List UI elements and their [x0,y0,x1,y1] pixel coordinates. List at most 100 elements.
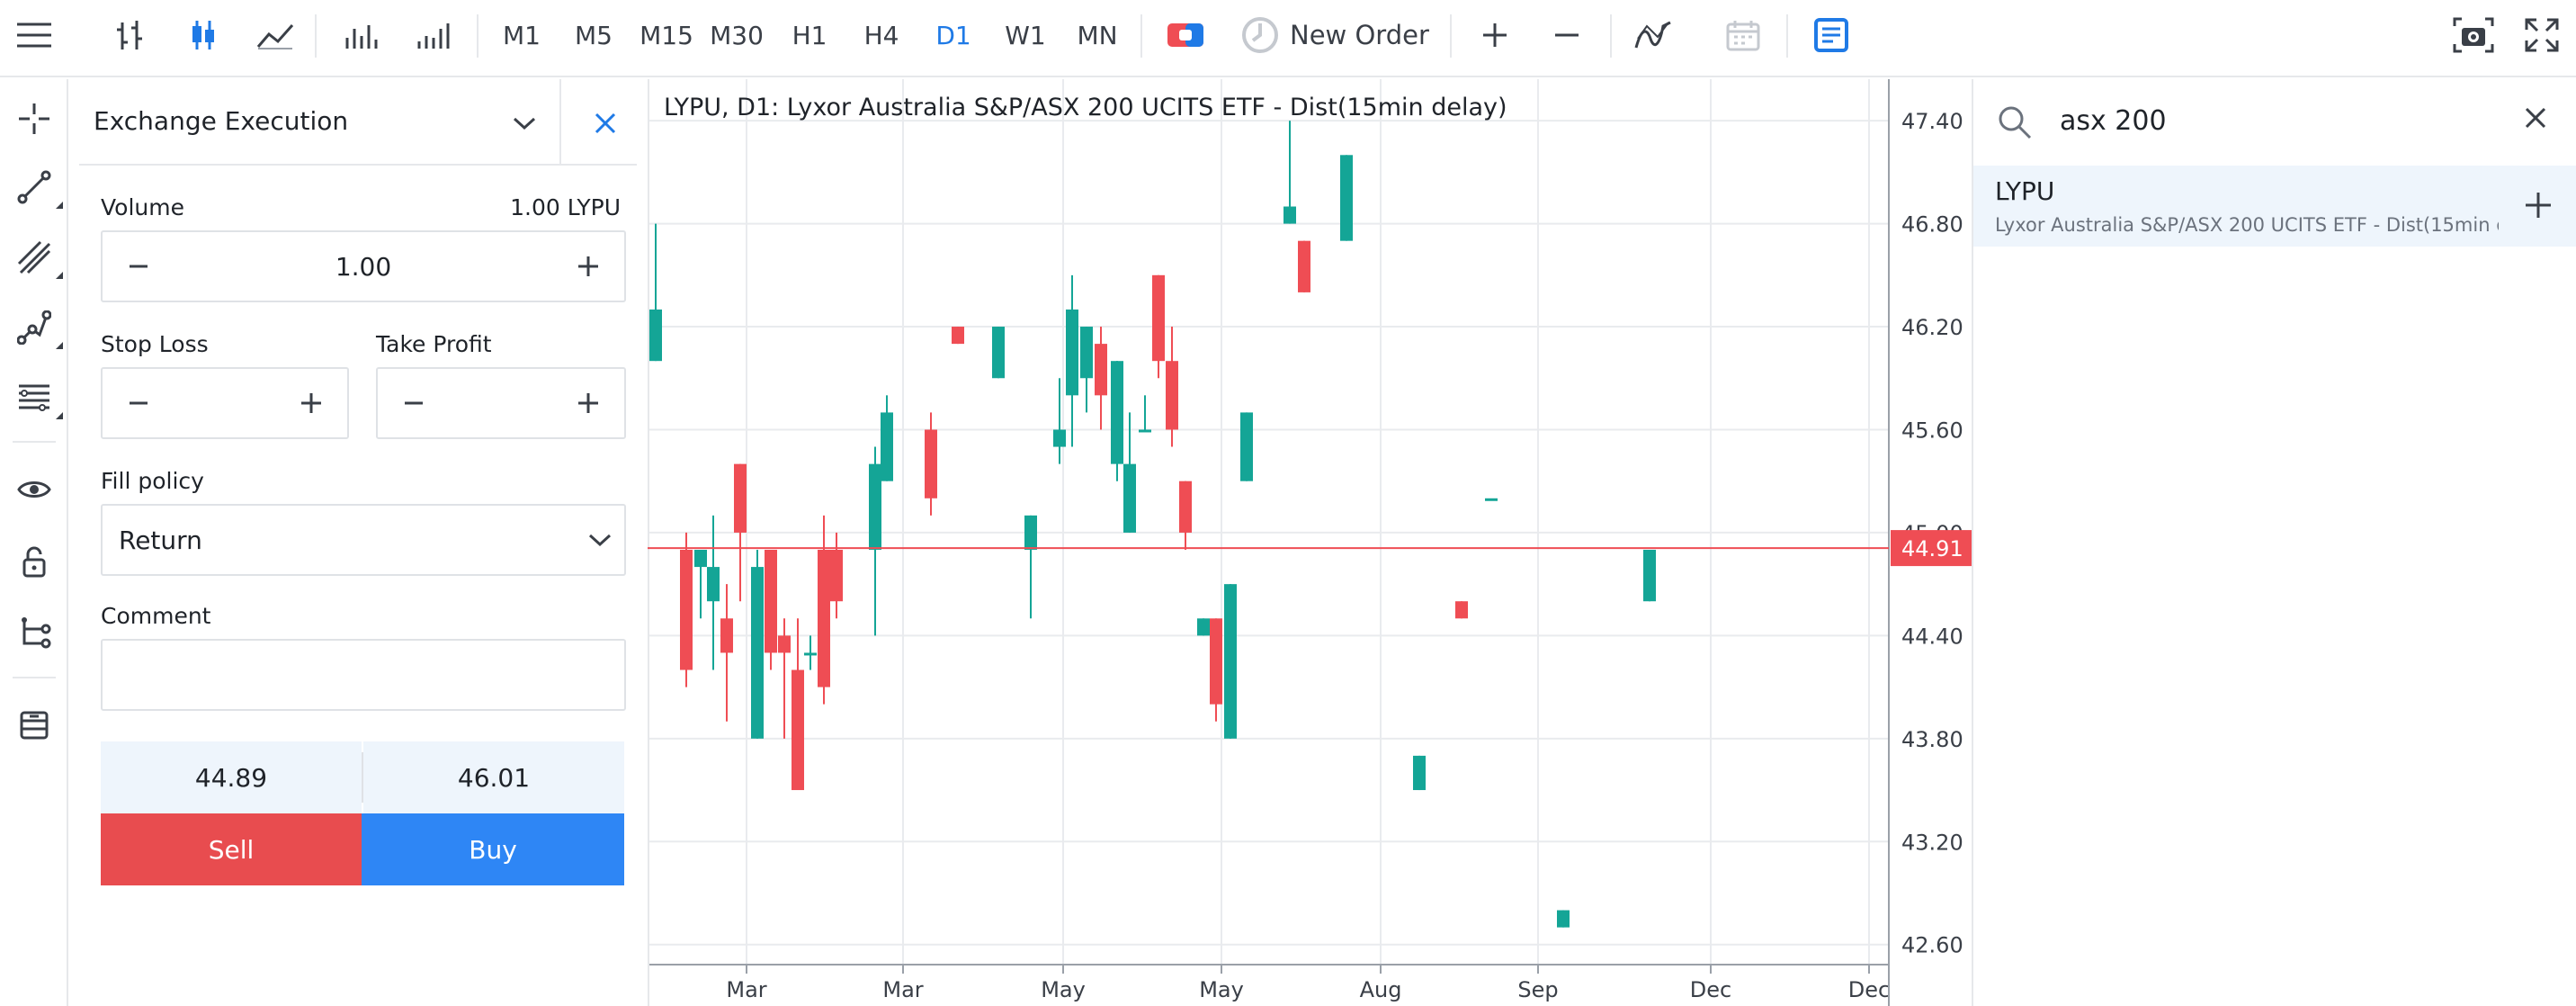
menu-icon[interactable] [11,0,58,70]
buy-button[interactable]: Buy [362,813,624,885]
timeframe-m30[interactable]: M30 [710,20,764,50]
candle [925,412,937,516]
timeframe-m15[interactable]: M15 [640,20,693,50]
symbol-search-input[interactable] [2060,95,2491,146]
lock-drawings-icon[interactable] [0,534,68,588]
timeframe-d1[interactable]: D1 [935,20,971,50]
candle [869,446,881,636]
minus-icon [130,401,148,405]
execution-type-dropdown[interactable] [502,101,547,146]
timeframe-h4[interactable]: H4 [863,20,899,50]
candle [1485,498,1498,501]
eye-visibility-icon[interactable] [0,463,68,516]
candle [734,463,747,602]
price-chart[interactable]: 47.4046.8046.2045.6045.0044.4043.8043.20… [648,79,1973,1006]
current-price-marker [1891,530,1972,567]
one-click-trading-icon[interactable] [1162,0,1209,70]
indicators-icon[interactable] [1630,0,1677,70]
clock-icon [1242,17,1278,53]
take-profit-input[interactable] [450,369,552,437]
comment-label: Comment [101,603,211,629]
timeframe-h1[interactable]: H1 [792,20,827,50]
timeframe-m1[interactable]: M1 [503,20,541,50]
candle [720,584,733,722]
candlestick-chart-type-icon[interactable] [180,0,227,70]
take-profit-stepper [376,367,626,439]
candle [680,532,693,687]
screenshot-camera-icon[interactable] [2448,0,2499,70]
zoom-out-icon[interactable] [1543,0,1590,70]
take-profit-decrease-button[interactable] [378,369,450,437]
clear-search-icon[interactable] [2524,106,2547,130]
price-axis-label: 46.80 [1901,212,1963,238]
volume-increase-button[interactable] [552,232,624,301]
fill-policy-value: Return [119,525,202,555]
candle [804,635,817,670]
objects-tree-icon[interactable] [0,606,68,660]
order-panel-header: Exchange Execution [79,79,637,166]
close-order-panel-button[interactable] [583,101,628,146]
zoom-in-icon[interactable] [1471,0,1518,70]
stop-loss-input[interactable] [174,369,275,437]
time-axis-label: Dec [1690,977,1731,1002]
candle [881,395,893,481]
polyline-icon[interactable] [0,301,68,355]
candle [1080,327,1093,413]
candle [1224,584,1237,739]
trend-line-icon[interactable] [0,160,68,214]
stop-loss-increase-button[interactable] [275,369,347,437]
line-chart-type-icon[interactable] [252,0,299,70]
timeframe-w1[interactable]: W1 [1005,20,1046,50]
candle [707,515,720,670]
candle [1455,601,1468,619]
fibonacci-icon[interactable] [0,371,68,425]
candle [1643,550,1656,602]
plus-icon [301,393,321,413]
volume-input[interactable]: 1.00 [335,251,392,282]
minus-icon [405,401,423,405]
sell-button[interactable]: Sell [101,813,362,885]
delete-drawings-icon[interactable] [0,698,68,752]
candle [1240,412,1253,481]
volume-histogram-icon[interactable] [338,0,385,70]
fullscreen-icon[interactable] [2518,0,2565,70]
plus-icon [578,256,598,276]
candle [649,223,662,362]
candle [1557,910,1570,928]
execution-type-label: Exchange Execution [94,106,349,136]
calendar-icon[interactable] [1720,0,1767,70]
crosshair-icon[interactable] [0,92,68,146]
channel-icon[interactable] [0,230,68,284]
comment-input[interactable] [101,639,626,711]
price-axis-label: 43.20 [1901,830,1963,855]
time-axis-label: Sep [1517,977,1558,1002]
candle [1284,121,1296,224]
search-result-item[interactable]: LYPU Lyxor Australia S&P/ASX 200 UCITS E… [1973,166,2576,247]
take-profit-increase-button[interactable] [552,369,624,437]
volume-info: 1.00 LYPU [510,194,621,220]
candle [1298,240,1310,292]
stop-loss-decrease-button[interactable] [103,369,174,437]
price-axis-label: 42.60 [1901,933,1963,958]
order-panel: Exchange Execution Volume 1.00 LYPU 1.00… [79,79,637,1006]
candle [778,618,791,739]
result-symbol: LYPU [1995,176,2055,206]
trade-panel-toggle-icon[interactable] [1808,0,1855,70]
candle [1340,155,1353,241]
add-symbol-icon[interactable] [2524,191,2553,220]
bar-chart-type-icon[interactable] [106,0,153,70]
candle [1024,515,1037,619]
candle [1139,395,1151,433]
fill-policy-select[interactable]: Return [101,504,626,576]
stop-loss-label: Stop Loss [101,331,209,357]
volume-decrease-button[interactable] [103,232,174,301]
timeframe-m5[interactable]: M5 [575,20,613,50]
candle [1413,755,1426,791]
chevron-down-icon [588,534,612,547]
new-order-button[interactable]: New Order [1241,0,1448,70]
tick-volume-icon[interactable] [410,0,457,70]
candle [1111,361,1123,481]
timeframe-mn[interactable]: MN [1077,20,1118,50]
candle [765,550,777,670]
stop-loss-stepper [101,367,349,439]
